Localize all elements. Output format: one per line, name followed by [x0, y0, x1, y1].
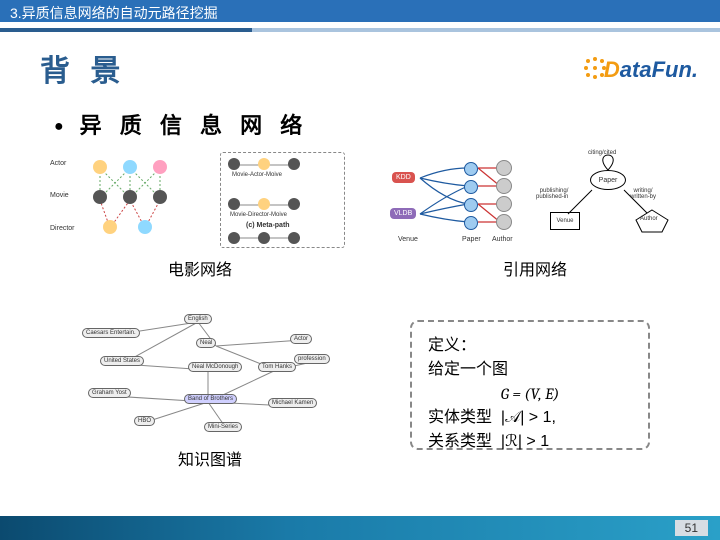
- author-node: [496, 196, 512, 212]
- logo-rest: ataFun.: [620, 57, 698, 82]
- row-label: Director: [50, 225, 75, 232]
- citation-caption: 引用网络: [390, 256, 680, 280]
- mp-node: [258, 198, 270, 210]
- kg-node: English: [184, 314, 212, 324]
- director-node: [103, 220, 117, 234]
- def-line: 给定一个图: [428, 358, 632, 382]
- axis-label: Venue: [398, 236, 418, 243]
- paper-node: [464, 162, 478, 176]
- footer-bar: [0, 516, 720, 540]
- definition-box: 定义： 给定一个图 G = (V, E) 实体类型 |𝒜| > 1, 关系类型 …: [410, 320, 650, 450]
- movie-node: [153, 190, 167, 204]
- mp-node: [228, 232, 240, 244]
- mp-node: [288, 232, 300, 244]
- kg-diagram: English Caesars Entertain. United States…: [80, 310, 340, 440]
- logo-letter: D: [604, 57, 620, 82]
- author-node: [496, 214, 512, 230]
- paper-node: [464, 216, 478, 230]
- mp-node: [258, 158, 270, 170]
- paper-node: [464, 198, 478, 212]
- brand-logo: DataFun.: [584, 55, 698, 83]
- mp-node: [288, 198, 300, 210]
- axis-label: Author: [492, 236, 513, 243]
- kg-node: Actor: [290, 334, 312, 344]
- actor-node: [123, 160, 137, 174]
- kg-node: Caesars Entertain.: [82, 328, 140, 338]
- mp-node: [228, 198, 240, 210]
- edge-label: writing/ written-by: [630, 188, 656, 200]
- kg-node: Neal: [196, 338, 216, 348]
- edge-label: citing/cited: [588, 150, 616, 156]
- actor-node: [93, 160, 107, 174]
- kg-node: Tom Hanks: [258, 362, 296, 372]
- kg-node: profession: [294, 354, 330, 364]
- logo-dots-icon: [584, 57, 606, 79]
- citation-diagram: KDD VLDB Venue Paper Author Paper Ve: [390, 150, 680, 250]
- row-label: Actor: [50, 160, 66, 167]
- axis-label: Paper: [462, 236, 481, 243]
- def-line: 实体类型 |𝒜| > 1,: [428, 406, 632, 430]
- director-node: [138, 220, 152, 234]
- schema-author: Author: [640, 216, 658, 222]
- figure-citation-network: KDD VLDB Venue Paper Author Paper Ve: [390, 150, 680, 280]
- kg-node: Neal McDonough: [188, 362, 242, 372]
- figure-movie-network: Actor Movie Director: [50, 150, 350, 280]
- kg-node: Graham Yost: [88, 388, 131, 398]
- row-label: Movie: [50, 192, 69, 199]
- author-node: [496, 160, 512, 176]
- mp-label: (c) Meta-path: [246, 222, 290, 229]
- venue-tag-kdd: KDD: [392, 172, 415, 183]
- mp-node: [258, 232, 270, 244]
- actor-node: [153, 160, 167, 174]
- kg-node: Mini-Series: [204, 422, 242, 432]
- kg-caption: 知识图谱: [80, 446, 340, 470]
- mp-label: Movie-Director-Moive: [230, 212, 287, 218]
- mp-node: [288, 158, 300, 170]
- chapter-header: 3.异质信息网络的自动元路径挖掘: [0, 0, 720, 22]
- page-number: 51: [675, 520, 708, 536]
- figure-knowledge-graph: English Caesars Entertain. United States…: [80, 310, 340, 470]
- movie-diagram: Actor Movie Director: [50, 150, 350, 250]
- paper-node: [464, 180, 478, 194]
- mp-label: Movie-Actor-Moive: [232, 172, 282, 178]
- def-line: 定义：: [428, 334, 632, 358]
- movie-node: [93, 190, 107, 204]
- venue-tag-vldb: VLDB: [390, 208, 416, 219]
- kg-node: Michael Kamen: [268, 398, 317, 408]
- author-node: [496, 178, 512, 194]
- mp-node: [228, 158, 240, 170]
- kg-node: HBO: [134, 416, 155, 426]
- accent-line: [0, 28, 720, 32]
- section-bullet: 异 质 信 息 网 络: [54, 108, 720, 140]
- schema-venue: Venue: [550, 212, 580, 230]
- def-line: 关系类型 |ℛ| > 1: [428, 430, 632, 454]
- kg-node: United States: [100, 356, 144, 366]
- schema-paper: Paper: [590, 170, 626, 190]
- movie-node: [123, 190, 137, 204]
- movie-caption: 电影网络: [50, 256, 350, 280]
- edge-label: publishing/ published-in: [536, 188, 568, 200]
- def-equation: G = (V, E): [428, 382, 632, 406]
- kg-node: Band of Brothers: [184, 394, 237, 404]
